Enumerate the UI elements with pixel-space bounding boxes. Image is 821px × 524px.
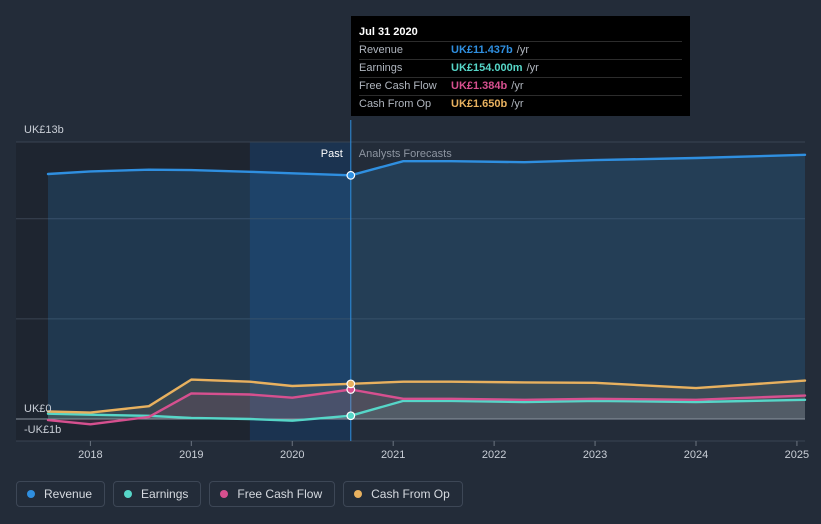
tooltip-label: Revenue [359,44,404,56]
x-tick-label: 2021 [381,449,405,461]
tooltip-value: UK£1.650b [451,98,508,110]
y-label-top: UK£13b [24,124,64,136]
y-label-zero: UK£0 [24,403,52,415]
tooltip-row-earnings: Earnings UK£154.000m /yr [359,59,682,77]
legend-item-free-cash-flow[interactable]: Free Cash Flow [209,481,336,507]
tooltip-value: UK£1.384b [451,80,508,92]
legend-dot-icon [354,490,363,498]
legend-label: Cash From Op [371,487,450,501]
earnings-area [48,399,805,421]
legend-dot-icon [220,490,229,498]
tooltip-unit: /yr [516,44,529,56]
legend-label: Earnings [141,487,189,501]
legend-item-earnings[interactable]: Earnings [113,481,202,507]
x-tick-label: 2023 [583,449,607,461]
tooltip-label: Cash From Op [359,98,432,110]
tooltip-unit: /yr [511,98,524,110]
legend-item-revenue[interactable]: Revenue [16,481,106,507]
x-tick-label: 2018 [78,449,102,461]
y-label-bottom: -UK£1b [24,424,61,436]
legend: Revenue Earnings Free Cash Flow Cash Fro… [16,481,463,507]
forecast-label: Analysts Forecasts [359,148,452,160]
legend-dot-icon [124,490,133,498]
tooltip-label: Earnings [359,62,403,74]
cash-from-op-marker [346,379,356,389]
tooltip-date: Jul 31 2020 [359,26,418,38]
legend-item-cash-from-op[interactable]: Cash From Op [343,481,463,507]
x-tick-label: 2020 [280,449,304,461]
earnings-marker [346,411,356,421]
tooltip-unit: /yr [511,80,524,92]
past-label: Past [321,148,343,160]
legend-label: Free Cash Flow [237,487,323,501]
free-cash-flow-area [48,389,805,425]
x-tick-label: 2019 [179,449,203,461]
tooltip-label: Free Cash Flow [359,80,437,92]
legend-dot-icon [27,490,35,498]
x-tick-label: 2025 [785,449,809,461]
tooltip-row-free-cash-flow: Free Cash Flow UK£1.384b /yr [359,77,682,95]
tooltip-row-revenue: Revenue UK£11.437b /yr [359,41,682,59]
revenue-marker [346,170,356,180]
tooltip-value: UK£154.000m [451,62,523,74]
legend-label: Revenue [44,487,93,501]
tooltip-row-cash-from-op: Cash From Op UK£1.650b /yr [359,95,682,113]
tooltip: Jul 31 2020 Revenue UK£11.437b /yr Earni… [351,16,690,116]
x-tick-label: 2022 [482,449,506,461]
revenue-area [48,154,805,420]
x-tick-label: 2024 [684,449,708,461]
tooltip-unit: /yr [526,62,539,74]
tooltip-value: UK£11.437b [451,44,513,56]
